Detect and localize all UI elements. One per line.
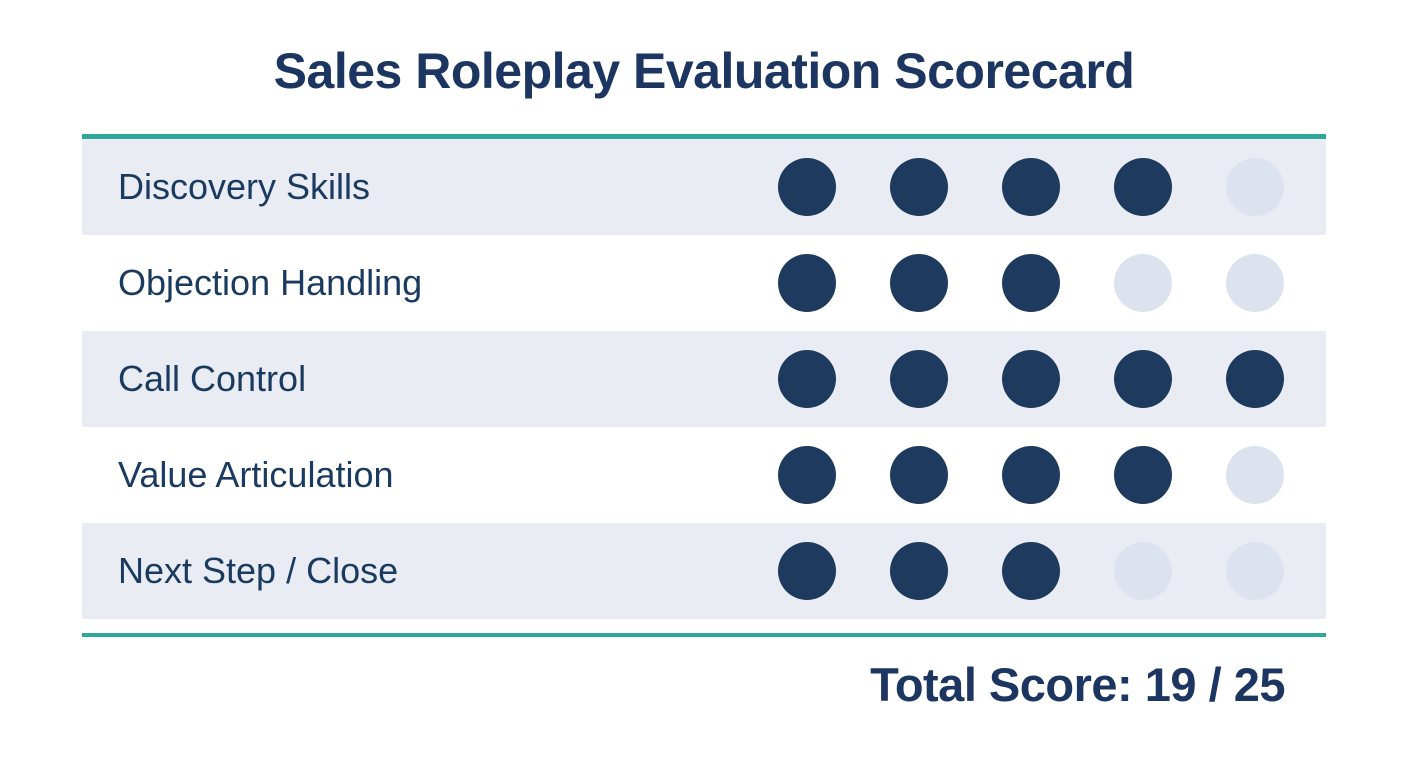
row-label: Objection Handling (118, 262, 423, 303)
score-dot-filled-icon (778, 446, 836, 504)
score-dots (778, 542, 1326, 600)
score-dot-filled-icon (1002, 446, 1060, 504)
scorecard-row: Value Articulation (82, 427, 1326, 523)
score-dot-filled-icon (890, 446, 948, 504)
scorecard-row: Next Step / Close (82, 523, 1326, 619)
score-dot-filled-icon (1002, 158, 1060, 216)
score-dots (778, 254, 1326, 312)
score-dot-filled-icon (890, 350, 948, 408)
scorecard-row: Call Control (82, 331, 1326, 427)
score-dot-filled-icon (778, 158, 836, 216)
scorecard-row: Objection Handling (82, 235, 1326, 331)
row-label: Discovery Skills (118, 166, 371, 207)
score-dot-filled-icon (1114, 446, 1172, 504)
scorecard-table: Discovery Skills Objection Handling Call C… (82, 134, 1326, 637)
row-label: Next Step / Close (118, 550, 399, 591)
total-score: Total Score: 19 / 25 (870, 658, 1285, 711)
score-dot-empty-icon (1226, 254, 1284, 312)
score-dots (778, 158, 1326, 216)
score-dots (778, 446, 1326, 504)
score-dots (778, 350, 1326, 408)
score-dot-filled-icon (778, 542, 836, 600)
page-title: Sales Roleplay Evaluation Scorecard (273, 43, 1135, 99)
score-dot-filled-icon (1226, 350, 1284, 408)
score-dot-filled-icon (1002, 542, 1060, 600)
score-dot-filled-icon (1114, 350, 1172, 408)
score-dot-filled-icon (1002, 350, 1060, 408)
score-dot-empty-icon (1226, 158, 1284, 216)
score-dot-filled-icon (1002, 254, 1060, 312)
scorecard-page: Sales Roleplay Evaluation Scorecard Disc… (0, 42, 1408, 768)
row-label: Value Articulation (118, 454, 394, 495)
score-dot-filled-icon (890, 158, 948, 216)
score-dot-filled-icon (778, 254, 836, 312)
score-dot-empty-icon (1114, 542, 1172, 600)
score-dot-empty-icon (1226, 542, 1284, 600)
score-dot-filled-icon (1114, 158, 1172, 216)
score-dot-filled-icon (778, 350, 836, 408)
score-dot-filled-icon (890, 542, 948, 600)
score-dot-empty-icon (1114, 254, 1172, 312)
score-dot-empty-icon (1226, 446, 1284, 504)
score-dot-filled-icon (890, 254, 948, 312)
row-label: Call Control (118, 358, 307, 399)
scorecard-row: Discovery Skills (82, 139, 1326, 235)
